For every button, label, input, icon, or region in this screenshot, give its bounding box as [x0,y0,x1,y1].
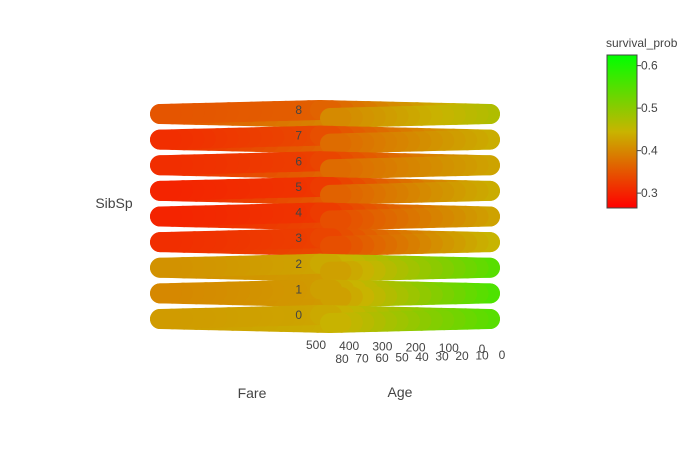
z-tick-label: 3 [295,231,302,245]
y-tick-label: 40 [415,350,429,364]
colorbar-tick-label: 0.6 [641,59,658,73]
z-tick-label: 8 [295,103,302,117]
z-tick-label: 2 [295,257,302,271]
y-tick-label: 0 [499,348,506,362]
y-tick-label: 20 [455,349,469,363]
y-tick-label: 70 [355,352,369,366]
colorbar-tick-label: 0.5 [641,101,658,115]
z-tick-label: 1 [295,282,302,296]
x-axis-title: Fare [238,385,267,401]
y-tick-label: 30 [435,350,449,364]
y-tick-label: 60 [375,351,389,365]
colorbar-gradient [607,55,637,208]
data-marks [160,110,490,323]
colorbar-tick-label: 0.4 [641,144,658,158]
z-tick-label: 7 [295,129,302,143]
x-tick-label: 500 [306,338,326,352]
z-tick-label: 4 [295,206,302,220]
y-tick-label: 10 [475,349,489,363]
z-tick-label: 0 [295,308,302,322]
colorbar-tick-label: 0.3 [641,186,658,200]
y-axis-title: Age [388,384,413,400]
z-tick-label: 6 [295,154,302,168]
y-tick-label: 50 [395,351,409,365]
colorbar-title: survival_prob [606,36,678,50]
y-tick-label: 80 [335,352,349,366]
colorbar: survival_prob 0.6 0.5 0.4 0.3 [606,36,678,208]
z-tick-label: 5 [295,180,302,194]
z-axis-title: SibSp [95,195,133,211]
